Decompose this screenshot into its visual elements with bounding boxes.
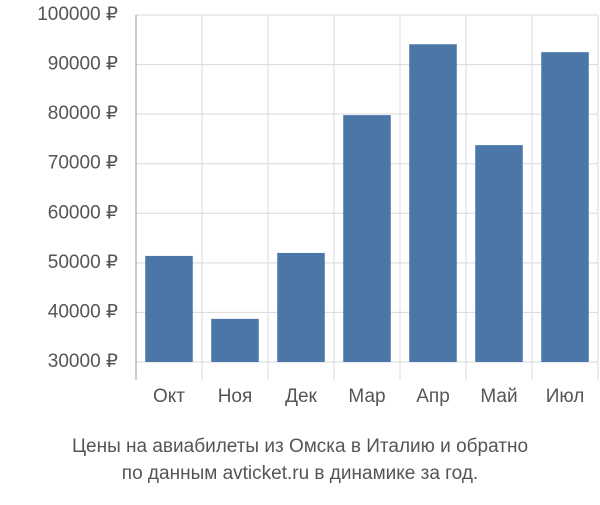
y-tick-label: 70000 ₽ xyxy=(48,153,118,174)
x-tick-label: Окт xyxy=(153,386,185,407)
y-tick-label: 30000 ₽ xyxy=(48,351,118,372)
bar xyxy=(343,115,391,363)
y-tick-label: 60000 ₽ xyxy=(48,202,118,223)
x-tick-label: Май xyxy=(480,386,517,407)
y-tick-label: 40000 ₽ xyxy=(48,301,118,322)
bar xyxy=(409,44,457,363)
chart-title: по данным avticket.ru в динамике за год. xyxy=(122,463,478,484)
x-tick-label: Апр xyxy=(416,386,450,407)
x-tick-label: Ноя xyxy=(218,386,253,407)
y-tick-label: 90000 ₽ xyxy=(48,54,118,75)
bar xyxy=(145,255,193,362)
y-tick-label: 80000 ₽ xyxy=(48,103,118,124)
bar xyxy=(541,52,589,363)
x-tick-label: Июл xyxy=(546,386,585,407)
chart-title: Цены на авиабилеты из Омска в Италию и о… xyxy=(72,436,528,457)
bar xyxy=(475,145,523,362)
bar xyxy=(277,252,325,362)
bar xyxy=(211,318,259,362)
x-tick-label: Дек xyxy=(285,386,317,407)
x-tick-label: Мар xyxy=(348,386,385,407)
y-tick-label: 50000 ₽ xyxy=(48,252,118,273)
y-tick-label: 100000 ₽ xyxy=(37,4,118,25)
